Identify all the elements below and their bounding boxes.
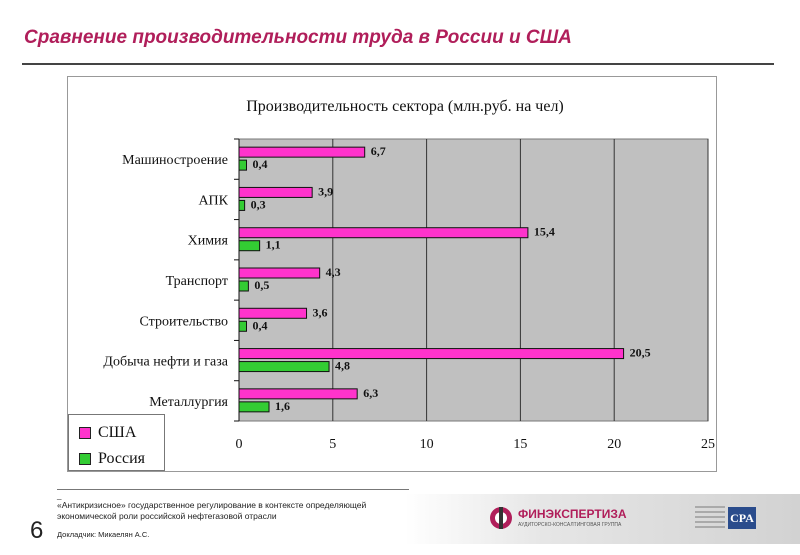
- cpa-logo: CPA: [728, 507, 756, 529]
- legend-label-usa: США: [98, 424, 137, 441]
- category-label: АПК: [198, 193, 228, 208]
- data-label: 15,4: [534, 225, 555, 239]
- x-tick-label: 15: [513, 437, 527, 452]
- x-tick-label: 25: [701, 437, 715, 452]
- bar-usa: [238, 307, 308, 319]
- title-divider: [22, 63, 774, 65]
- bar-chart: 0 5 10 15 20 25 Производительность сектора (мл…: [103, 98, 715, 452]
- page-number: 6: [30, 517, 44, 544]
- cpa-text-lines: [695, 506, 725, 531]
- x-tick-label: 5: [329, 437, 336, 452]
- bar-russia: [238, 361, 330, 373]
- bar-russia: [238, 280, 249, 292]
- footer-presentation-title: «Антикризисное» государственное регулиро…: [57, 500, 367, 521]
- data-label: 0,5: [254, 278, 269, 292]
- legend-swatch-russia: [79, 453, 91, 465]
- data-label: 4,8: [335, 359, 350, 373]
- chart-legend: США Россия: [68, 414, 165, 471]
- bar-russia: [238, 240, 261, 252]
- data-label: 20,5: [630, 346, 651, 360]
- data-label: 3,9: [318, 184, 333, 198]
- x-tick-label: 0: [236, 437, 243, 452]
- plot-area: [238, 138, 709, 422]
- category-label: Добыча нефти и газа: [103, 355, 228, 370]
- chart-title: Производительность сектора (млн.руб. на …: [246, 98, 564, 115]
- bar-usa: [238, 227, 529, 239]
- category-label: Химия: [188, 234, 229, 249]
- data-label: 1,6: [275, 399, 290, 413]
- footer-divider: [57, 489, 409, 490]
- category-label: Транспорт: [166, 274, 228, 289]
- legend-swatch-usa: [79, 427, 91, 439]
- data-label: 0,3: [251, 197, 266, 211]
- data-label: 1,1: [266, 238, 281, 252]
- footer-author: Докладчик: Микаелян А.С.: [57, 530, 150, 539]
- slide-title: Сравнение производительности труда в Рос…: [24, 27, 572, 48]
- footer-dash: _: [57, 491, 62, 500]
- data-label: 3,6: [313, 305, 328, 319]
- legend-item-usa: США: [79, 423, 136, 443]
- category-label: Машиностроение: [122, 153, 228, 168]
- logo-subtitle: АУДИТОРСКО-КОНСАЛТИНГОВАЯ ГРУППА: [518, 522, 622, 528]
- bar-usa: [238, 267, 321, 279]
- bar-russia: [238, 199, 246, 211]
- category-label: Строительство: [140, 314, 228, 329]
- finexpertiza-logo-icon: [490, 507, 512, 529]
- legend-item-russia: Россия: [79, 449, 145, 469]
- bar-usa: [238, 146, 366, 158]
- data-label: 0,4: [253, 157, 268, 171]
- chart-frame: 0 5 10 15 20 25 Производительность сектора (мл…: [67, 76, 717, 472]
- bar-usa: [238, 186, 313, 198]
- logo-name: ФИНЭКСПЕРТИЗА: [518, 507, 627, 521]
- bar-usa: [238, 348, 625, 360]
- data-label: 4,3: [326, 265, 341, 279]
- data-label: 6,3: [363, 386, 378, 400]
- x-tick-label: 20: [607, 437, 621, 452]
- bar-russia: [238, 159, 248, 171]
- category-label: Металлургия: [149, 395, 228, 410]
- bar-russia: [238, 401, 270, 413]
- x-tick-label: 10: [420, 437, 434, 452]
- bar-usa: [238, 388, 358, 400]
- bar-russia: [238, 320, 248, 332]
- legend-label-russia: Россия: [98, 450, 146, 467]
- data-label: 0,4: [253, 318, 268, 332]
- data-label: 6,7: [371, 144, 386, 158]
